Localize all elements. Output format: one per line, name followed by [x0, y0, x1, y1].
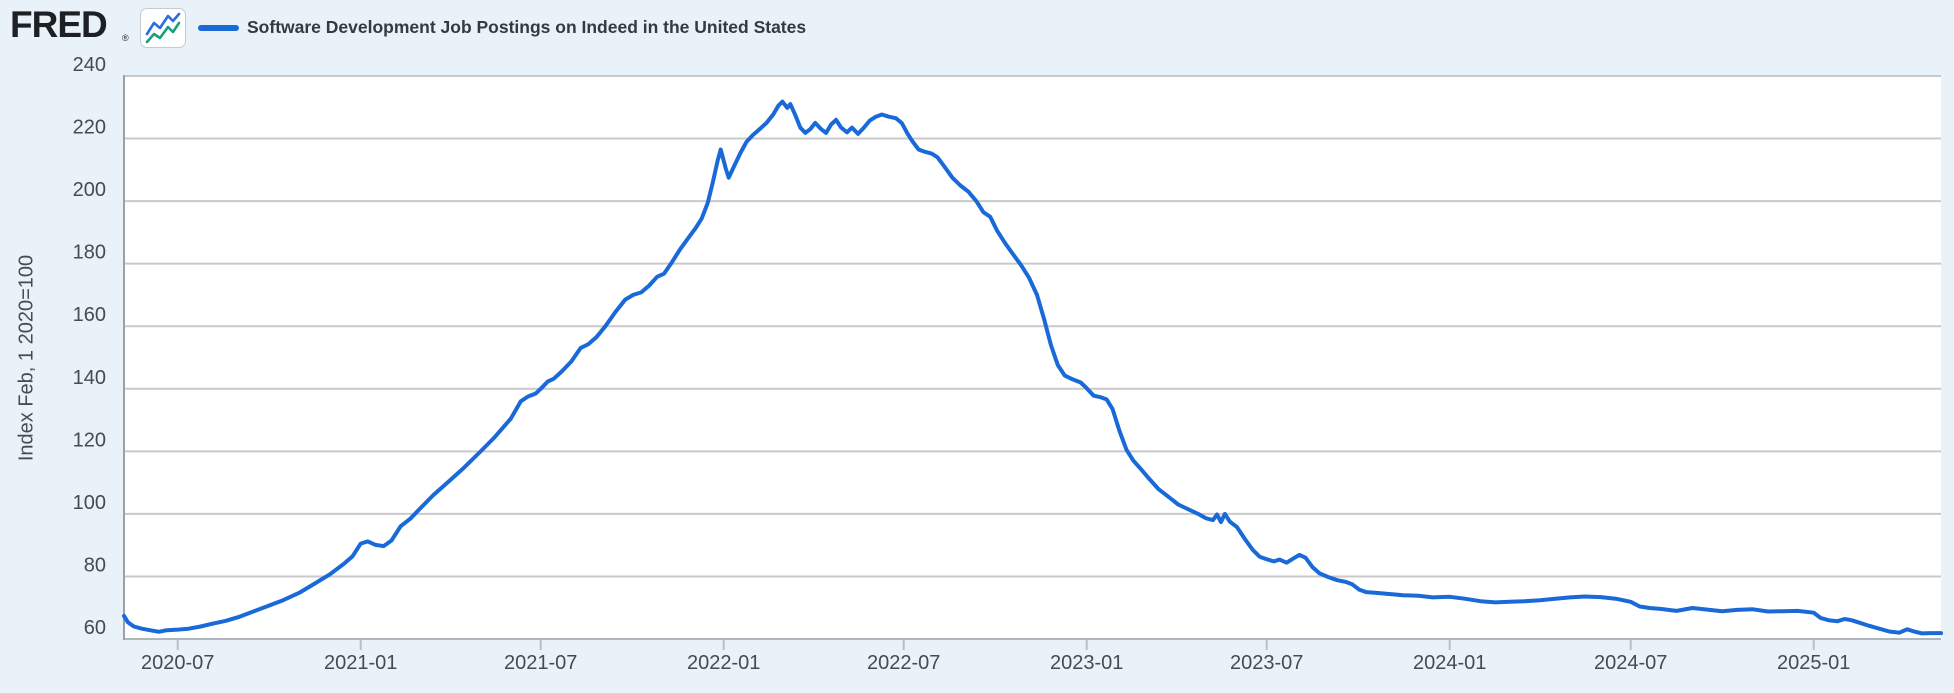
- fred-line-chart-icon: [140, 8, 186, 48]
- y-tick-label: 220: [73, 117, 106, 139]
- fred-logo[interactable]: FRED: [10, 4, 108, 45]
- y-tick-label: 60: [84, 617, 106, 639]
- y-tick-label: 200: [73, 179, 106, 201]
- y-tick-label: 120: [73, 429, 106, 451]
- x-tick-label: 2020-07: [141, 652, 214, 674]
- registered-trademark: ®: [122, 33, 129, 43]
- series-title: Software Development Job Postings on Ind…: [247, 17, 807, 37]
- x-tick-label: 2024-01: [1413, 652, 1486, 674]
- x-tick-label: 2021-01: [324, 652, 397, 674]
- y-axis-title: Index Feb, 1 2020=100: [15, 254, 38, 462]
- y-tick-label: 240: [73, 54, 106, 76]
- series-line[interactable]: [122, 99, 1943, 636]
- x-tick-label: 2021-07: [504, 652, 577, 674]
- y-tick-label: 140: [73, 367, 106, 389]
- legend-line-swatch: [198, 25, 239, 31]
- x-tick-label: 2024-07: [1594, 652, 1667, 674]
- y-tick-label: 80: [84, 554, 106, 576]
- x-tick-label: 2023-01: [1050, 652, 1123, 674]
- x-tick-label: 2023-07: [1230, 652, 1303, 674]
- x-tick-label: 2025-01: [1777, 652, 1850, 674]
- y-tick-label: 160: [73, 304, 106, 326]
- chart-header: FRED ® Software Development Job Postings…: [0, 0, 1954, 52]
- icon-blue-line: [145, 12, 181, 36]
- x-tick-label: 2022-07: [867, 652, 940, 674]
- y-tick-label: 100: [73, 492, 106, 514]
- x-tick-label: 2022-01: [687, 652, 760, 674]
- icon-teal-line: [145, 21, 181, 44]
- plot-background: [124, 76, 1941, 639]
- y-tick-label: 180: [73, 242, 106, 264]
